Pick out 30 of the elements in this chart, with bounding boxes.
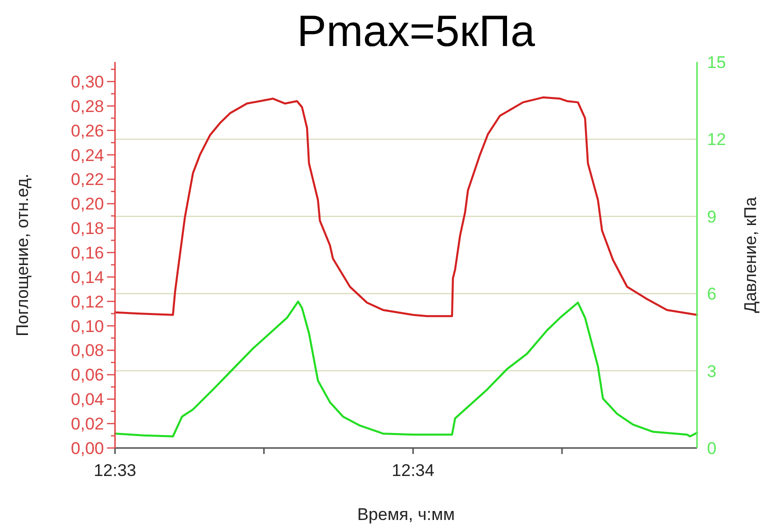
y-tick-label: 0,26	[70, 121, 104, 140]
y2-tick-label: 9	[707, 207, 716, 226]
y-tick-label: 0,08	[70, 341, 104, 360]
y2-axis-title: Давление, кПа	[741, 196, 760, 313]
y-tick-label: 0,24	[70, 146, 104, 165]
y2-tick-label: 3	[707, 362, 716, 381]
line-series	[114, 300, 698, 438]
y-tick-label: 0,16	[70, 244, 104, 263]
y-tick-label: 0,30	[70, 72, 104, 92]
y-tick-label: 0,18	[70, 219, 104, 238]
y2-tick-label: 15	[707, 52, 726, 72]
chart-title: Pmax=5кПа	[297, 7, 536, 56]
y-tick-label: 0,20	[70, 194, 104, 214]
y-tick-label: 0,28	[70, 96, 104, 116]
x-tick-label: 12:33	[94, 461, 136, 480]
y2-tick-label: 0	[707, 438, 716, 458]
line-series	[114, 96, 698, 318]
x-tick-label: 12:34	[392, 461, 434, 480]
y-tick-label: 0,14	[70, 268, 104, 287]
y-tick-label: 0,04	[70, 390, 104, 410]
y-tick-label: 0,10	[70, 316, 104, 336]
y-tick-label: 0,06	[70, 366, 104, 385]
y2-tick-label: 12	[707, 130, 726, 150]
y-tick-label: 0,00	[70, 438, 104, 458]
y-tick-label: 0,12	[70, 292, 104, 312]
x-axis-title: Время, ч:мм	[357, 505, 455, 524]
y2-tick-label: 6	[707, 284, 716, 304]
y-tick-label: 0,02	[70, 414, 104, 434]
y-axis-title: Поглощение, отн.ед.	[13, 174, 32, 336]
y-tick-label: 0,22	[70, 170, 104, 190]
